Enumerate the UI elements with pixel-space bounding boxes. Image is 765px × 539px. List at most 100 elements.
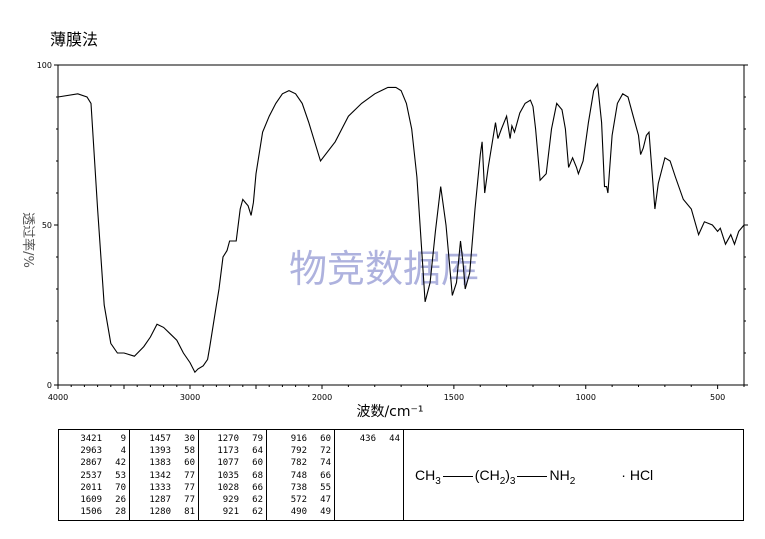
peak-wavenumber: 2867 bbox=[80, 458, 102, 469]
peak-row: 1383 60 bbox=[130, 457, 198, 469]
peak-transmittance: 55 bbox=[320, 482, 331, 493]
peak-transmittance: 28 bbox=[115, 507, 126, 518]
peak-transmittance: 60 bbox=[320, 434, 331, 444]
peak-row: 572 47 bbox=[267, 494, 334, 506]
peak-row: 921 62 bbox=[199, 506, 266, 518]
y-tick-label: 50 bbox=[42, 221, 52, 230]
peak-row: 1609 26 bbox=[59, 494, 129, 506]
plot-frame bbox=[57, 64, 745, 386]
peak-wavenumber: 572 bbox=[290, 494, 307, 505]
formula-ch2-count: 3 bbox=[509, 475, 516, 487]
peak-row: 490 49 bbox=[267, 506, 334, 518]
peak-row: 792 72 bbox=[267, 445, 334, 457]
formula-ch3: CH bbox=[415, 467, 436, 483]
peak-row: 1457 30 bbox=[130, 433, 198, 445]
peak-row: 1077 60 bbox=[199, 457, 266, 469]
formula-ch3-sub: 3 bbox=[435, 475, 441, 487]
x-tick-label: 4000 bbox=[48, 393, 68, 402]
peak-row: 1280 81 bbox=[130, 506, 198, 518]
structural-formula: CH3 (CH2)3 NH2 · HCl bbox=[415, 467, 653, 487]
peak-wavenumber: 1383 bbox=[149, 458, 171, 469]
peak-row: 2963 4 bbox=[59, 445, 129, 457]
peak-row: 929 62 bbox=[199, 494, 266, 506]
peak-wavenumber: 916 bbox=[290, 434, 307, 444]
peak-transmittance: 26 bbox=[115, 494, 126, 505]
peak-transmittance: 64 bbox=[252, 446, 263, 457]
y-axis-label: 透过率/% bbox=[20, 212, 36, 268]
peak-column: 1457 30 1393 58 1383 60 1342 77 1333 77 1287 77 1280… bbox=[130, 430, 199, 520]
peak-row: 2867 42 bbox=[59, 457, 129, 469]
spectrum-line bbox=[57, 82, 745, 374]
peak-transmittance: 81 bbox=[184, 507, 195, 518]
peak-wavenumber: 1028 bbox=[217, 482, 239, 493]
peak-wavenumber: 1280 bbox=[149, 507, 171, 518]
peak-wavenumber: 2011 bbox=[80, 482, 102, 493]
peak-transmittance: 66 bbox=[252, 482, 263, 493]
peak-wavenumber: 748 bbox=[290, 470, 307, 481]
peak-transmittance: 72 bbox=[320, 446, 331, 457]
peak-transmittance: 66 bbox=[320, 470, 331, 481]
peak-transmittance: 49 bbox=[320, 507, 331, 518]
peak-column: 1270 79 1173 64 1077 60 1035 68 1028 66 929 62 921 62 bbox=[199, 430, 267, 520]
method-label: 薄膜法 bbox=[50, 30, 99, 49]
peak-column: 3421 9 2963 4 2867 42 2537 53 2011 70 1609 26 1506 28 bbox=[59, 430, 130, 520]
formula-nh2: NH bbox=[549, 467, 570, 483]
peak-transmittance: 60 bbox=[252, 458, 263, 469]
peak-column: 436 44 bbox=[335, 430, 404, 520]
x-tick-label: 1000 bbox=[576, 393, 596, 402]
peak-transmittance: 4 bbox=[120, 446, 126, 457]
peak-transmittance: 47 bbox=[320, 494, 331, 505]
peak-row: 1287 77 bbox=[130, 494, 198, 506]
peak-wavenumber: 929 bbox=[222, 494, 239, 505]
peak-transmittance: 60 bbox=[184, 458, 195, 469]
x-tick-label: 1500 bbox=[444, 393, 464, 402]
peak-row: 916 60 bbox=[267, 433, 334, 445]
peak-transmittance: 44 bbox=[389, 434, 400, 444]
peak-wavenumber: 1035 bbox=[217, 470, 239, 481]
peak-row: 738 55 bbox=[267, 482, 334, 494]
peak-wavenumber: 1333 bbox=[149, 482, 171, 493]
formula-nh2-sub: 2 bbox=[569, 475, 576, 487]
peak-row: 1028 66 bbox=[199, 482, 266, 494]
peak-wavenumber: 1609 bbox=[80, 494, 102, 505]
peak-wavenumber: 2963 bbox=[80, 446, 102, 457]
peak-transmittance: 77 bbox=[184, 494, 195, 505]
peak-column: 916 60 792 72 782 74 748 66 738 55 572 47 490 49 bbox=[267, 430, 335, 520]
peak-wavenumber: 1342 bbox=[149, 470, 171, 481]
peak-row: 2537 53 bbox=[59, 470, 129, 482]
peak-transmittance: 79 bbox=[252, 434, 263, 444]
peak-wavenumber: 782 bbox=[290, 458, 307, 469]
peak-transmittance: 53 bbox=[115, 470, 126, 481]
peak-wavenumber: 3421 bbox=[80, 434, 102, 444]
formula-bond bbox=[442, 475, 473, 477]
peak-row: 1506 28 bbox=[59, 506, 129, 518]
peak-wavenumber: 738 bbox=[290, 482, 307, 493]
formula-hcl: · HCl bbox=[621, 467, 654, 483]
peak-row: 3421 9 bbox=[59, 433, 129, 445]
tick-layer: 4000 3000 2000 1500 1000 500 0 50 100 bbox=[37, 61, 748, 402]
formula-ch2-open: (CH bbox=[474, 467, 500, 483]
peak-transmittance: 74 bbox=[320, 458, 331, 469]
peak-row: 1333 77 bbox=[130, 482, 198, 494]
peak-row: 1342 77 bbox=[130, 470, 198, 482]
peak-transmittance: 77 bbox=[184, 482, 195, 493]
x-tick-label: 3000 bbox=[180, 393, 200, 402]
peak-wavenumber: 792 bbox=[290, 446, 307, 457]
peak-wavenumber: 1393 bbox=[149, 446, 171, 457]
peak-wavenumber: 921 bbox=[222, 507, 239, 518]
peak-transmittance: 62 bbox=[252, 507, 263, 518]
y-tick-label: 100 bbox=[37, 61, 52, 70]
peak-transmittance: 77 bbox=[184, 470, 195, 481]
peak-row: 1035 68 bbox=[199, 470, 266, 482]
peak-transmittance: 68 bbox=[252, 470, 263, 481]
peak-wavenumber: 1173 bbox=[217, 446, 239, 457]
peak-wavenumber: 436 bbox=[359, 434, 376, 444]
peak-wavenumber: 1506 bbox=[80, 507, 102, 518]
formula-ch2-close: ) bbox=[505, 467, 510, 483]
peak-transmittance: 62 bbox=[252, 494, 263, 505]
peak-row: 1393 58 bbox=[130, 445, 198, 457]
peak-wavenumber: 1287 bbox=[149, 494, 171, 505]
peak-transmittance: 70 bbox=[115, 482, 126, 493]
peak-wavenumber: 1457 bbox=[149, 434, 171, 444]
